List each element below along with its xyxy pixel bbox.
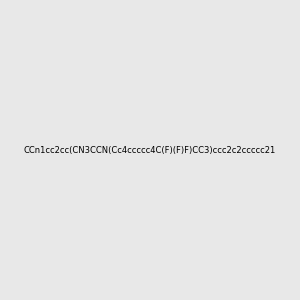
Text: CCn1cc2cc(CN3CCN(Cc4ccccc4C(F)(F)F)CC3)ccc2c2ccccc21: CCn1cc2cc(CN3CCN(Cc4ccccc4C(F)(F)F)CC3)c… <box>24 146 276 154</box>
